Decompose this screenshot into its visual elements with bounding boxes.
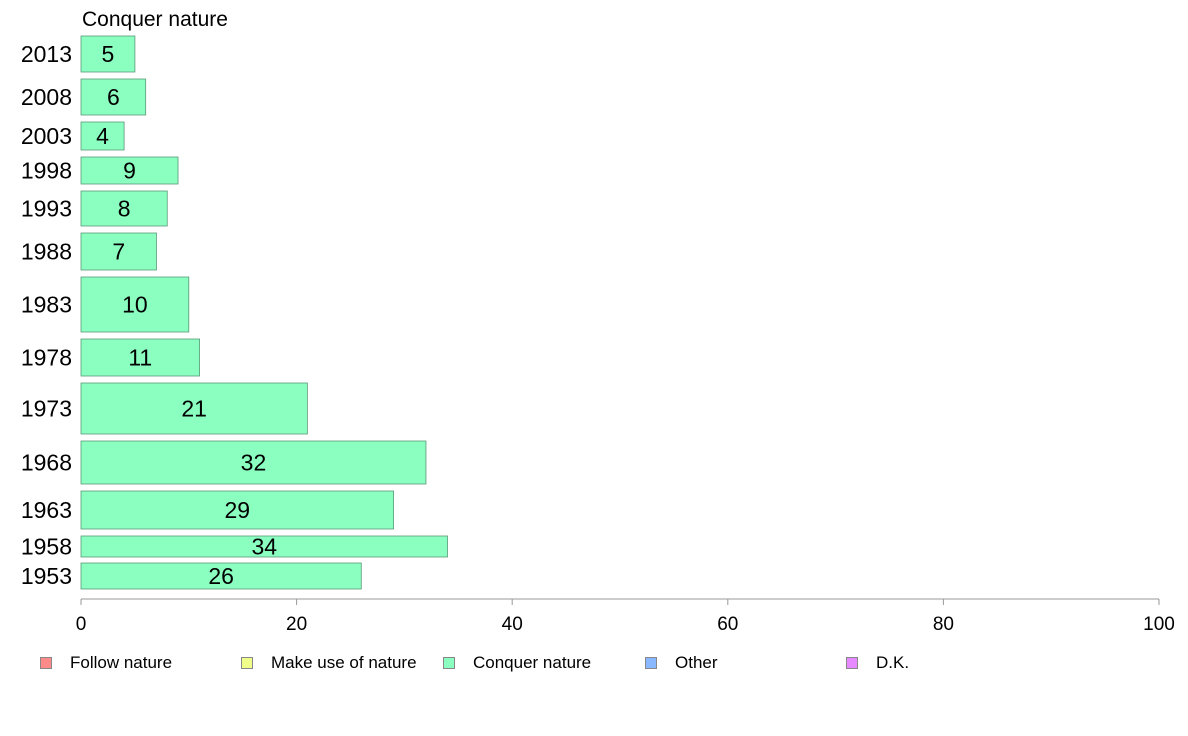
y-tick-label: 1973 <box>21 396 72 422</box>
legend-swatch <box>443 657 455 669</box>
bar-1963 <box>80 490 395 530</box>
legend: Follow nature Make use of nature Conquer… <box>0 652 1188 676</box>
bar-value-label: 10 <box>122 292 148 318</box>
bar-1988 <box>80 232 157 271</box>
y-tick-label: 1963 <box>21 497 72 523</box>
legend-item-other: Other <box>645 652 718 674</box>
bar-value-label: 4 <box>96 123 109 149</box>
bar-2013 <box>80 35 136 73</box>
bar-value-label: 7 <box>112 239 125 265</box>
bar-1983 <box>80 276 190 333</box>
y-tick-label: 1983 <box>21 292 72 318</box>
y-tick-label: 2003 <box>21 123 72 149</box>
bar-1998 <box>80 156 179 185</box>
bar-1973 <box>80 382 308 435</box>
y-tick-label: 2013 <box>21 41 72 67</box>
x-tick-label: 80 <box>933 614 954 635</box>
bars-group: 5 2013 6 2008 4 2003 9 1998 8 1993 7 1988 10 1983 11 19… <box>21 35 448 590</box>
bar-value-label: 9 <box>123 158 136 184</box>
y-tick-label: 1968 <box>21 450 72 476</box>
bar-1958 <box>80 535 448 558</box>
bar-1953 <box>80 562 362 590</box>
legend-swatch <box>645 657 657 669</box>
bar-1978 <box>80 338 200 377</box>
x-tick-label: 0 <box>76 614 87 635</box>
legend-swatch <box>241 657 253 669</box>
bar-1993 <box>80 190 168 227</box>
legend-label: Other <box>675 653 718 672</box>
y-tick-label: 1998 <box>21 158 72 184</box>
legend-label: Make use of nature <box>271 653 417 672</box>
legend-swatch <box>846 657 858 669</box>
y-tick-label: 1958 <box>21 534 72 560</box>
bar-value-label: 34 <box>251 534 277 560</box>
bar-2003 <box>80 121 125 151</box>
y-tick-label: 1993 <box>21 196 72 222</box>
bar-value-label: 8 <box>118 196 131 222</box>
legend-label: Follow nature <box>70 653 173 672</box>
y-tick-label: 1978 <box>21 345 72 371</box>
legend-item-conquer-nature: Conquer nature <box>443 652 591 674</box>
bar-value-label: 6 <box>107 84 120 110</box>
bar-1968 <box>80 440 427 485</box>
legend-swatch <box>40 657 52 669</box>
bar-value-label: 21 <box>181 396 207 422</box>
bar-value-label: 11 <box>128 345 152 371</box>
y-tick-label: 1988 <box>21 239 72 265</box>
legend-item-dk: D.K. <box>846 652 909 674</box>
legend-label: Conquer nature <box>473 653 592 672</box>
y-tick-label: 2008 <box>21 84 72 110</box>
bar-2008 <box>80 78 147 116</box>
bar-value-label: 5 <box>102 41 115 67</box>
x-tick-label: 60 <box>717 614 738 635</box>
bar-value-label: 29 <box>225 497 251 523</box>
x-tick-label: 20 <box>286 614 307 635</box>
bar-value-label: 32 <box>241 450 267 476</box>
x-tick-label: 100 <box>1143 614 1175 635</box>
chart-title: Conquer nature <box>82 8 228 31</box>
legend-item-follow-nature: Follow nature <box>40 652 172 674</box>
x-axis: 0 20 40 60 80 100 <box>76 598 1175 635</box>
x-tick-label: 40 <box>502 614 523 635</box>
bar-value-label: 26 <box>208 563 234 589</box>
y-tick-label: 1953 <box>21 563 72 589</box>
legend-item-make-use-of-nature: Make use of nature <box>241 652 417 674</box>
legend-label: D.K. <box>876 653 910 672</box>
